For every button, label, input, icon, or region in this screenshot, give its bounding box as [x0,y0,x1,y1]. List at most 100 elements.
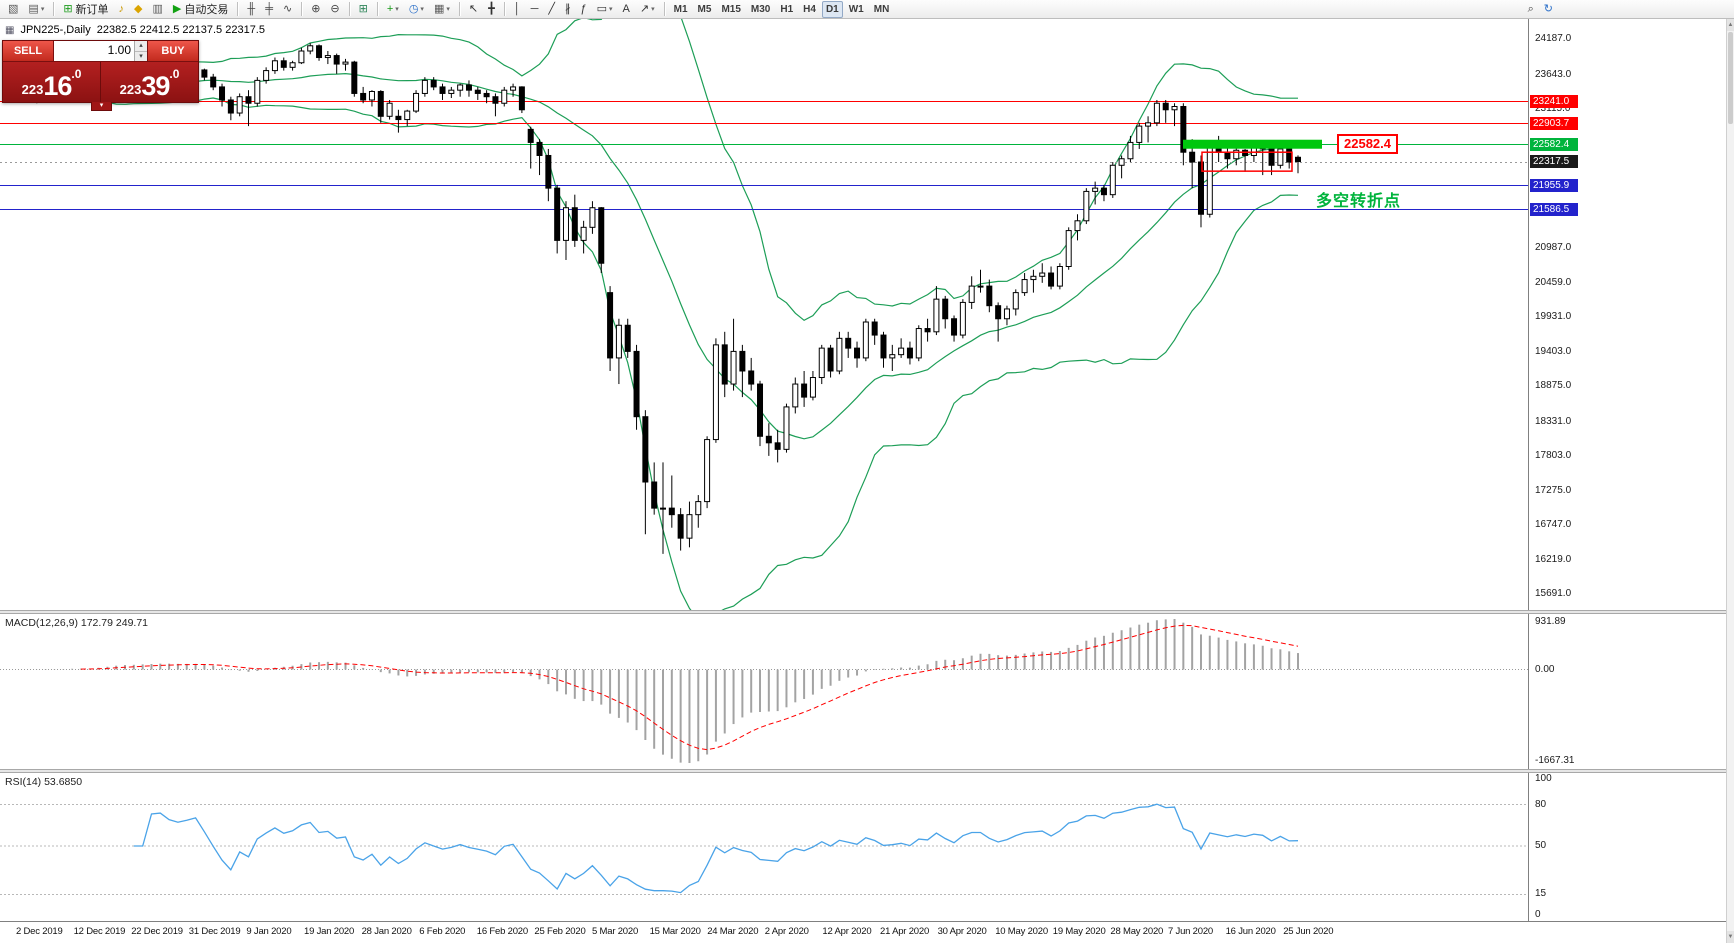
turning-point-note[interactable]: 多空转折点 [1316,193,1402,210]
periods-button[interactable]: ◷ ▾ [405,1,428,18]
candle-body [739,350,746,372]
price-level-callout[interactable]: 22582.4 [1337,134,1398,155]
rsi-label: RSI(14) 53.6850 [5,776,83,788]
candle-body [880,334,887,359]
tf-w1-button[interactable]: W1 [845,1,868,18]
date-tick-label: 28 May 2020 [1110,926,1164,937]
candle-body [642,416,649,483]
vertical-line-button[interactable]: │ [510,1,525,18]
zoom-in-button[interactable]: ⊕ [307,1,324,18]
candle-body [271,60,278,72]
rsi-plot-area[interactable] [0,773,1528,921]
templates-button[interactable]: ▦ ▾ [430,1,454,18]
price-plot-area[interactable] [0,19,1528,610]
candle-body [651,481,658,509]
macd-pane[interactable]: MACD(12,26,9) 172.79 249.71 931.89 0.00 -1… [0,614,1734,769]
vertical-line-icon: │ [513,2,521,15]
tf-m1-button[interactable]: M1 [670,1,692,18]
price-tick-label: 23115.0 [1535,103,1571,115]
search-button[interactable]: ⌕ [1524,1,1538,18]
date-axis: 2 Dec 2019 12 Dec 2019 22 Dec 2019 31 Dec 2… [0,921,1734,943]
crosshair-button[interactable]: ╋ [484,1,499,18]
scroll-up-button[interactable]: ▲ [1727,19,1734,31]
candle-body [368,90,375,101]
candle-body [783,406,790,450]
new-chart-button[interactable]: ▧ [4,1,22,18]
buy-price-button[interactable]: 223 39.0 [100,62,198,102]
panel-collapse-button[interactable]: ▾ [91,102,112,111]
fibonacci-button[interactable]: ƒ [577,1,591,18]
candle-body [686,514,693,539]
volume-decrease-button[interactable]: ▾ [135,51,147,61]
tf-m5-button[interactable]: M5 [694,1,716,18]
new-order-button[interactable]: ⊞ 新订单 [59,1,112,18]
candlestick-mode-button[interactable]: ╪ [261,1,277,18]
rsi-tick-label: 50 [1535,840,1547,851]
tf-m30-button[interactable]: M30 [747,1,774,18]
date-tick-label: 15 Mar 2020 [649,926,701,937]
scroll-thumb[interactable] [1728,32,1733,124]
equidistant-channel-button[interactable]: ∦ [561,1,575,18]
tf-d1-button[interactable]: D1 [821,0,843,18]
metaeditor-button[interactable]: ◆ [130,1,146,18]
trendline-button[interactable]: ╱ [544,1,559,18]
refresh-button[interactable]: ↻ [1540,1,1557,18]
macd-plot-area[interactable] [0,614,1528,769]
tf-m15-button[interactable]: M15 [717,1,744,18]
date-tick-label: 16 Jun 2020 [1225,926,1276,937]
consolidation-box-annotation[interactable] [1201,151,1293,172]
pane-splitter-rsi[interactable] [0,769,1734,773]
candle-body [289,62,296,68]
macd-label: MACD(12,26,9) 172.79 249.71 [5,617,149,629]
candle-body [933,298,940,333]
date-tick-label: 25 Jun 2020 [1283,926,1334,937]
tile-windows-button[interactable]: ⊞ [355,1,372,18]
profiles-button[interactable]: ▤ ▾ [24,1,48,18]
bar-chart-mode-icon: ╫ [247,2,256,15]
date-tick-label: 28 Jan 2020 [361,926,412,937]
metaeditor-icon: ◆ [134,2,143,15]
tf-m5-label: M5 [697,3,712,15]
candle-body [977,285,984,288]
candle-body [721,344,728,385]
arrows-icon: ↗ [639,2,650,15]
zoom-out-button[interactable]: ⊖ [326,1,343,18]
price-chart-pane[interactable]: 24187.0 23643.0 23115.0 20987.0 20459.0 19931… [0,19,1734,610]
alerts-button[interactable]: ♪ [115,1,129,18]
pane-splitter-macd[interactable] [0,610,1734,614]
bar-chart-mode-button[interactable]: ╫ [243,1,259,18]
vertical-scrollbar[interactable]: ▲ ▼ [1726,19,1734,943]
tf-h4-button[interactable]: H4 [799,1,820,18]
autotrading-label: 自动交易 [184,4,229,16]
horizontal-line-button[interactable]: ─ [527,1,543,18]
rsi-pane[interactable]: RSI(14) 53.6850 100 80 50 15 0 [0,773,1734,921]
indicators-button[interactable]: + ▾ [383,1,403,18]
date-tick-label: 12 Dec 2019 [73,926,126,937]
arrows-button[interactable]: ↗ ▾ [636,1,659,18]
scroll-down-button[interactable]: ▼ [1727,931,1734,943]
tf-mn-button[interactable]: MN [870,1,894,18]
candle-body [660,507,666,510]
tf-h1-button[interactable]: H1 [776,1,797,18]
candle-body [1039,272,1046,277]
line-chart-mode-button[interactable]: ∿ [279,1,296,18]
sell-price-button[interactable]: 223 16.0 [3,62,100,102]
terminal-button[interactable]: ▥ [149,1,167,18]
resistance-band-annotation[interactable] [1183,139,1322,149]
bollinger-middle-band [63,72,1299,440]
sell-price-prefix: 223 [21,82,44,97]
text-icon: A [622,2,630,15]
shapes-button[interactable]: ▭ ▾ [593,1,617,18]
price-tick-label: 16219.0 [1535,553,1572,565]
candle-body [430,79,437,88]
text-button[interactable]: A [619,1,634,18]
candle-body [862,321,869,359]
candle-body [730,350,737,385]
candle-body [254,79,261,104]
volume-input[interactable]: 1.00 ▴ ▾ [53,41,148,61]
autotrading-button[interactable]: ▶ 自动交易 [169,1,232,18]
sell-button[interactable]: SELL [3,41,53,61]
buy-button[interactable]: BUY [148,41,198,61]
cursor-button[interactable]: ↖ [465,1,482,18]
volume-increase-button[interactable]: ▴ [135,41,147,52]
